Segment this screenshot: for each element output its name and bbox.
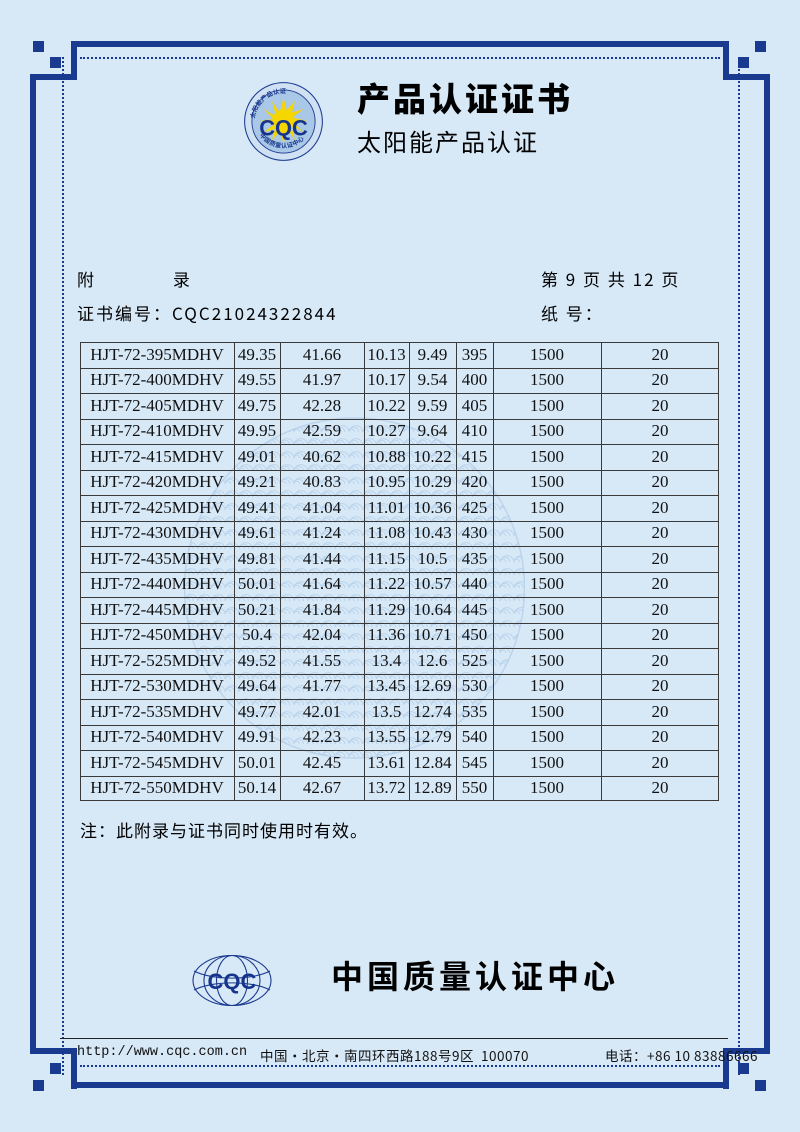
- svg-text:CQC: CQC: [208, 969, 257, 994]
